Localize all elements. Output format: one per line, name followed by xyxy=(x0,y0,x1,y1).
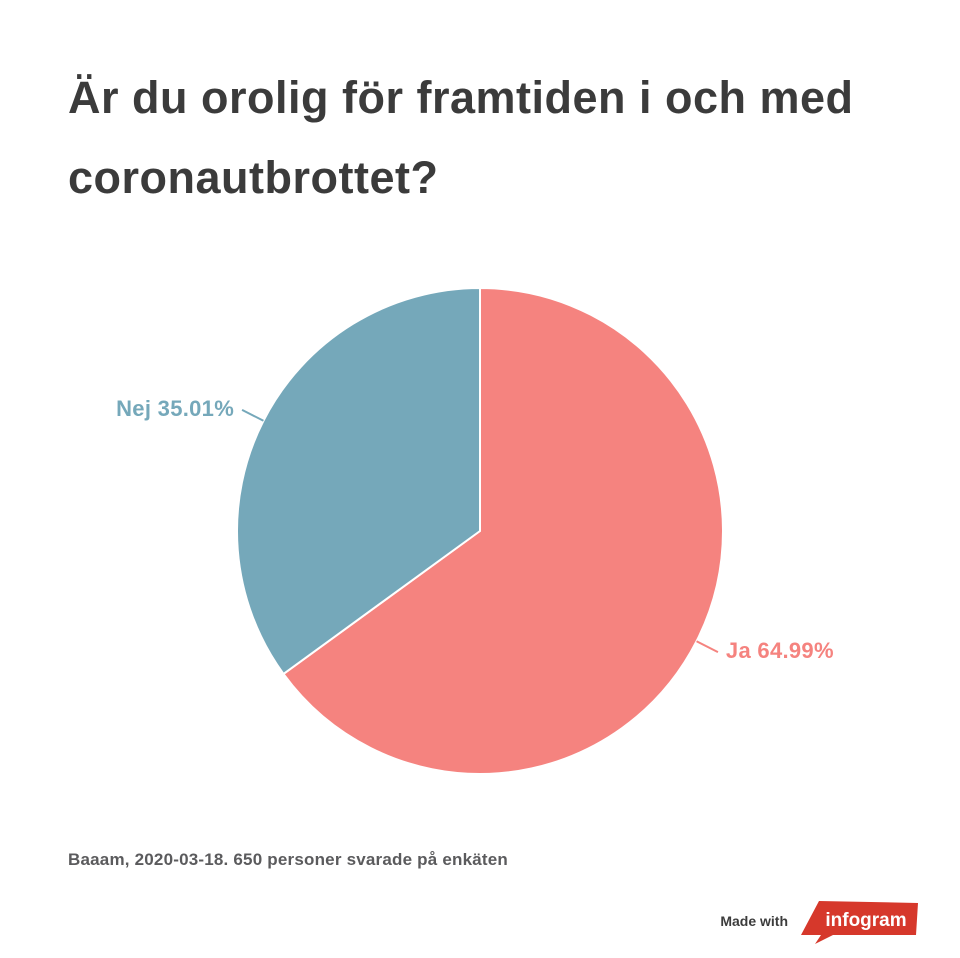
pie-slice-ja[interactable] xyxy=(282,287,724,775)
slice-label-nej: Nej 35.01% xyxy=(116,395,235,421)
source-note: Baaam, 2020-03-18. 650 personer svarade … xyxy=(68,850,508,869)
infogram-logo-icon: infogram xyxy=(801,901,918,944)
chart-title: Är du orolig för framtiden i och med cor… xyxy=(68,72,854,203)
slice-label-ja: Ja 64.99% xyxy=(725,638,834,664)
label-connector-nej xyxy=(241,408,264,422)
made-with-label: Made with xyxy=(720,913,788,929)
infogram-flag-shape xyxy=(801,901,918,944)
label-connector-ja xyxy=(696,640,719,654)
attribution-link[interactable]: Made with infogram xyxy=(720,900,920,946)
infogram-logo-text: infogram xyxy=(825,910,906,931)
